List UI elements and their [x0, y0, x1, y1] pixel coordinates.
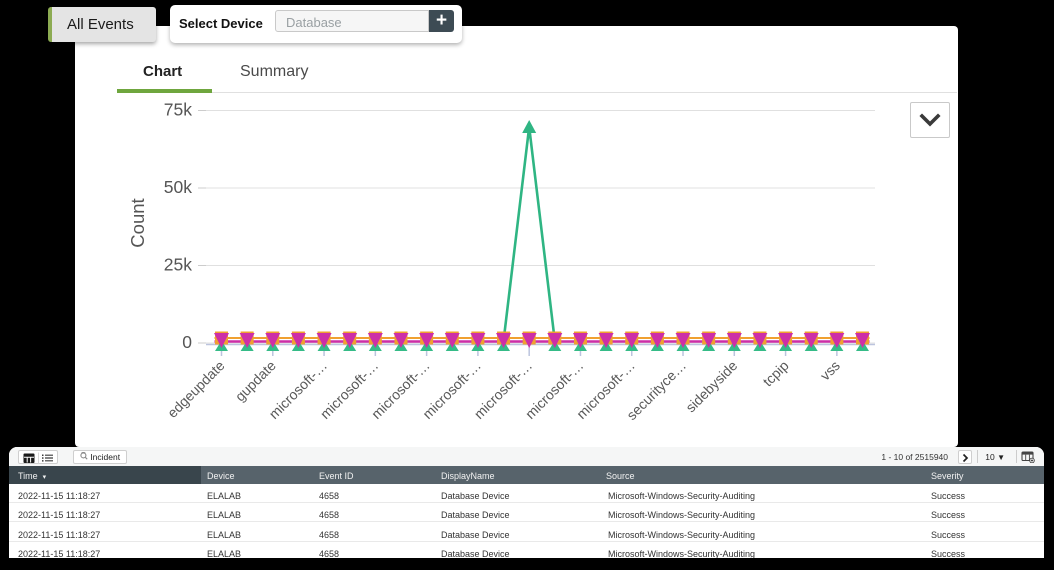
svg-text:tcpip: tcpip — [759, 357, 791, 389]
svg-text:gupdate: gupdate — [232, 357, 279, 404]
svg-text:Count: Count — [127, 198, 148, 247]
svg-text:sidebyside: sidebyside — [682, 357, 740, 415]
svg-text:vss: vss — [817, 357, 843, 383]
svg-text:75k: 75k — [164, 100, 192, 120]
svg-text:edgeupdate: edgeupdate — [164, 357, 228, 421]
svg-text:25k: 25k — [164, 255, 192, 275]
svg-text:50k: 50k — [164, 177, 192, 197]
svg-text:0: 0 — [182, 332, 192, 352]
